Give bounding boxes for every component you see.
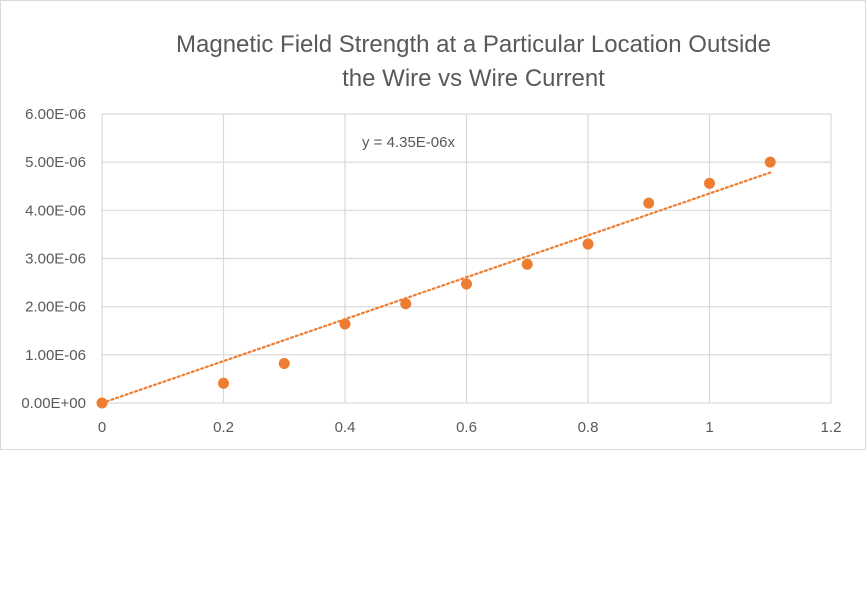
data-point	[764, 156, 776, 168]
data-point	[521, 258, 533, 270]
data-points	[96, 156, 776, 409]
y-tick-label: 2.00E-06	[25, 299, 86, 316]
x-tick-label: 0.6	[456, 419, 477, 436]
y-tick-label: 3.00E-06	[25, 251, 86, 268]
y-tick-label: 6.00E-06	[25, 106, 86, 123]
data-point	[339, 318, 351, 330]
y-axis-ticks: 0.00E+00 1.00E-06 2.00E-06 3.00E-06 4.00E-06…	[21, 106, 86, 412]
y-tick-label: 5.00E-06	[25, 154, 86, 171]
chart-title-line-1: Magnetic Field Strength at a Particular …	[176, 31, 771, 58]
data-point	[278, 358, 290, 370]
x-axis-ticks: 0 0.2 0.4 0.6 0.8 1 1.2	[98, 419, 842, 436]
data-point	[461, 278, 472, 290]
grid-lines	[101, 113, 832, 404]
chart-title-line-2: the Wire vs Wire Current	[342, 65, 605, 92]
data-point	[643, 197, 655, 209]
trendline-equation: y = 4.35E-06x	[362, 134, 455, 151]
x-tick-label: 0.4	[335, 419, 356, 436]
x-tick-label: 0.8	[578, 419, 599, 436]
data-point	[400, 298, 412, 310]
data-point	[704, 177, 715, 189]
data-point	[582, 238, 594, 250]
x-tick-label: 0	[98, 419, 106, 436]
data-point	[218, 377, 229, 389]
trendline-group	[100, 171, 772, 405]
x-tick-label: 1	[705, 419, 713, 436]
trendline	[100, 171, 772, 405]
y-tick-label: 4.00E-06	[25, 202, 86, 219]
y-tick-label: 1.00E-06	[25, 347, 86, 364]
y-tick-label: 0.00E+00	[21, 395, 86, 412]
x-tick-label: 1.2	[821, 419, 842, 436]
data-point	[96, 397, 108, 409]
chart-frame: Magnetic Field Strength at a Particular …	[0, 0, 866, 450]
x-tick-label: 0.2	[213, 419, 234, 436]
scatter-plot: 0 0.2 0.4 0.6 0.8 1 1.2 0.00E+00 1.00E-06 2.00E-…	[21, 106, 842, 436]
